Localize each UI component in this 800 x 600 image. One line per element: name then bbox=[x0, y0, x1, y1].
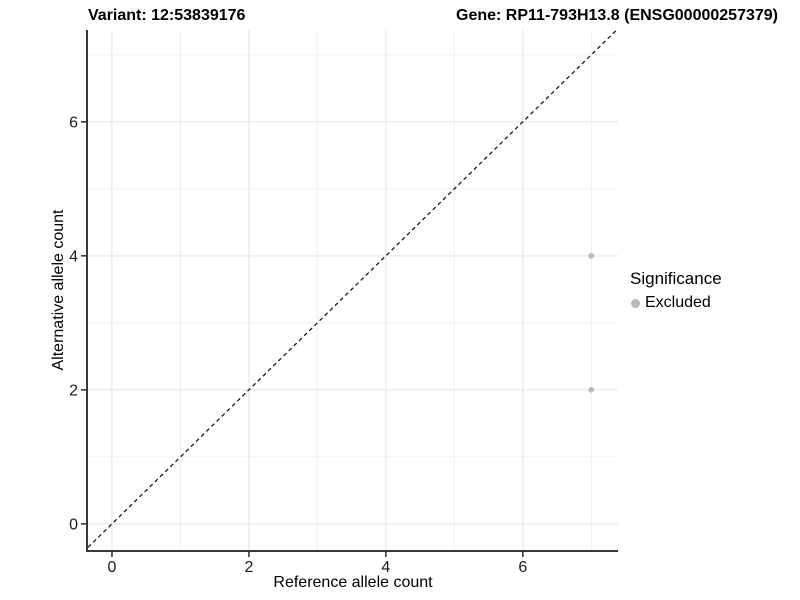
plot-title-row: Variant: 12:53839176 Gene: RP11-793H13.8… bbox=[88, 6, 778, 25]
legend-item-label: Excluded bbox=[645, 294, 711, 311]
y-tick-label: 0 bbox=[69, 516, 78, 533]
identity-line bbox=[87, 29, 618, 548]
y-tick-label: 6 bbox=[69, 114, 78, 131]
x-tick-label: 0 bbox=[108, 559, 117, 576]
plot-title-gene: Gene: RP11-793H13.8 (ENSG00000257379) bbox=[456, 7, 778, 24]
plot-title-variant: Variant: 12:53839176 bbox=[88, 7, 246, 24]
x-tick-label: 2 bbox=[244, 559, 253, 576]
y-axis-title: Alternative allele count bbox=[50, 209, 67, 371]
legend-item-excluded: Excluded bbox=[630, 294, 722, 312]
legend-title: Significance bbox=[630, 269, 722, 288]
y-tick-label: 2 bbox=[69, 382, 78, 399]
x-tick-label: 6 bbox=[518, 559, 527, 576]
x-axis-title: Reference allele count bbox=[273, 574, 433, 591]
legend: Significance Excluded bbox=[630, 269, 722, 312]
x-tick-label: 4 bbox=[381, 559, 390, 576]
y-tick-label: 4 bbox=[69, 248, 78, 265]
data-point bbox=[588, 387, 595, 393]
data-point bbox=[588, 253, 595, 259]
legend-point-icon bbox=[631, 298, 640, 308]
